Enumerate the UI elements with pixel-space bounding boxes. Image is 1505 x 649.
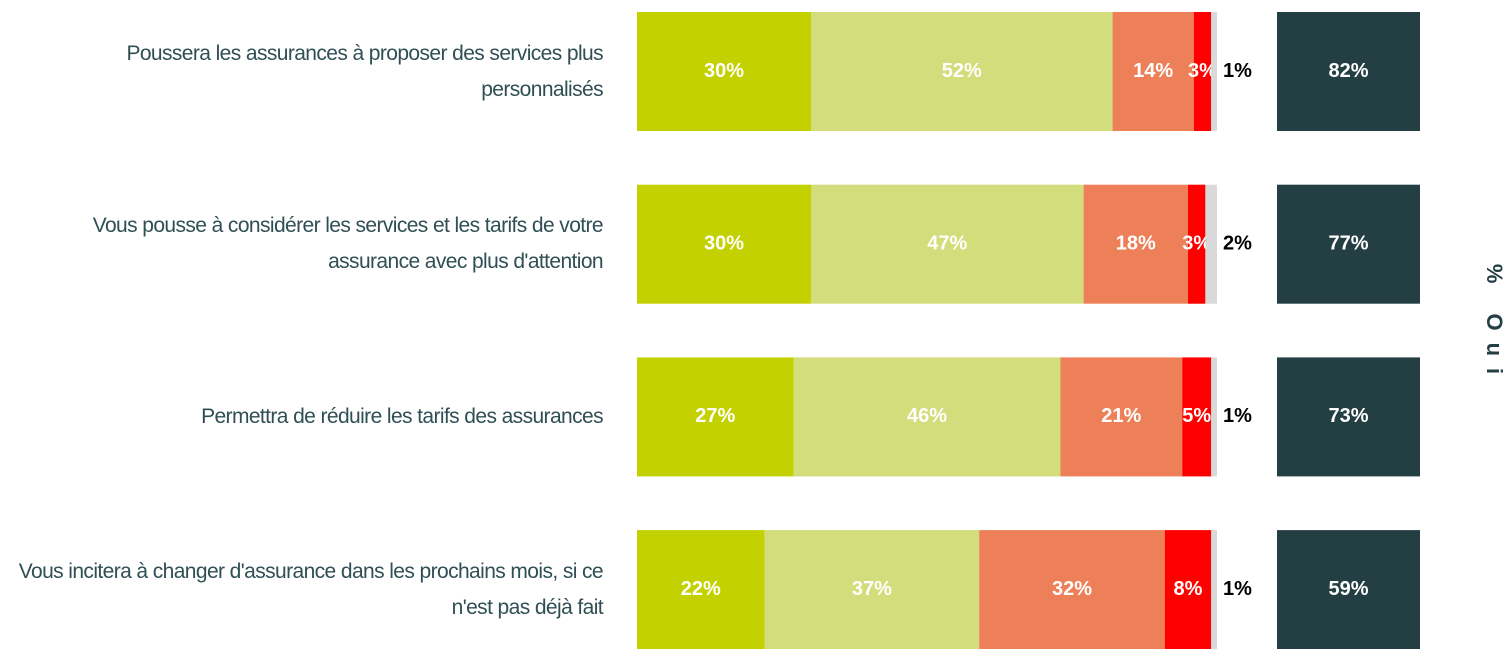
- value-label: 47%: [927, 232, 967, 254]
- bar-segment: [1211, 12, 1217, 131]
- value-label: 22%: [681, 578, 721, 600]
- value-label: 37%: [852, 578, 892, 600]
- value-label: 18%: [1116, 232, 1156, 254]
- category-label: Vous incitera à changer d'assurance dans…: [18, 559, 604, 619]
- category-label: Vous pousse à considérer les services et…: [92, 214, 604, 274]
- total-label: 59%: [1328, 578, 1368, 600]
- value-label: 14%: [1133, 60, 1173, 82]
- totals-title: % Oui: [1482, 264, 1505, 386]
- bar-segment: [637, 530, 765, 649]
- bar-segment: [1112, 12, 1194, 131]
- value-label: 1%: [1223, 578, 1252, 600]
- bar-segment: [637, 12, 811, 131]
- bar-segment: [1205, 184, 1217, 304]
- value-label: 32%: [1052, 578, 1092, 600]
- bar-segment: [1164, 530, 1212, 649]
- total-box: [1277, 357, 1420, 477]
- value-label: 30%: [704, 232, 744, 254]
- bar-segment: [1060, 357, 1183, 477]
- value-label: 5%: [1182, 405, 1211, 427]
- bar-segment: [1188, 184, 1206, 304]
- value-label: 2%: [1223, 232, 1252, 254]
- value-label: 46%: [907, 405, 947, 427]
- total-label: 77%: [1328, 232, 1368, 254]
- value-label: 8%: [1174, 578, 1203, 600]
- bar-segment: [793, 357, 1061, 477]
- bar-segment: [811, 12, 1113, 131]
- value-label: 21%: [1101, 405, 1141, 427]
- bar-segment: [811, 184, 1084, 304]
- bar-segment: [979, 530, 1165, 649]
- bar-segment: [764, 530, 980, 649]
- bar-segment: [1193, 12, 1212, 131]
- value-label: 27%: [695, 405, 735, 427]
- bar-segment: [637, 184, 811, 304]
- total-box: [1277, 184, 1420, 304]
- value-label: 30%: [704, 60, 744, 82]
- value-label: 52%: [942, 60, 982, 82]
- total-box: [1277, 530, 1420, 649]
- bar-segment: [1211, 357, 1217, 477]
- value-label: 3%: [1188, 60, 1217, 82]
- total-label: 73%: [1328, 405, 1368, 427]
- value-label: 3%: [1182, 232, 1211, 254]
- value-label: 1%: [1223, 60, 1252, 82]
- bar-segment: [1182, 357, 1212, 477]
- bar-segment: [637, 357, 794, 477]
- category-label: Permettra de réduire les tarifs des assu…: [201, 404, 604, 428]
- value-label: 1%: [1223, 405, 1252, 427]
- category-label: Poussera les assurances à proposer des s…: [126, 41, 603, 101]
- total-label: 82%: [1328, 60, 1368, 82]
- bar-segment: [1211, 530, 1217, 649]
- bar-segment: [1083, 184, 1188, 304]
- total-box: [1277, 12, 1420, 131]
